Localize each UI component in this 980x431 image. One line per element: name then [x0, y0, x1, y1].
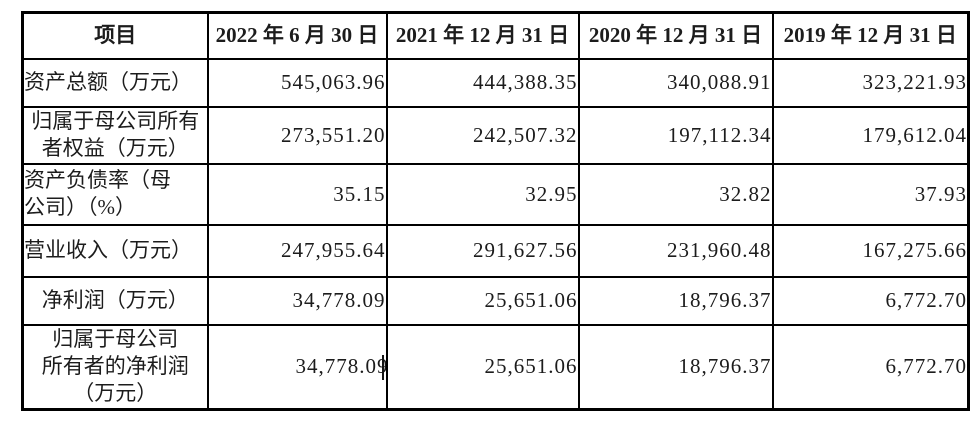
cell-value: 6,772.70 — [771, 275, 970, 326]
cell-value: 18,796.37 — [577, 323, 774, 411]
cell-value: 25,651.06 — [385, 323, 580, 411]
cell-value: 231,960.48 — [577, 223, 774, 278]
row-label: 净利润（万元） — [21, 275, 209, 326]
cell-value: 197,112.34 — [577, 105, 774, 165]
cell-value: 6,772.70 — [771, 323, 970, 411]
table-row-operating-revenue: 营业收入（万元） 247,955.64 291,627.56 231,960.4… — [21, 223, 970, 278]
cell-value: 37.93 — [771, 162, 970, 226]
cell-value: 35.15 — [206, 162, 388, 226]
column-header-period-2019: 2019 年 12 月 31 日 — [771, 11, 970, 60]
cell-value: 323,221.93 — [771, 57, 970, 108]
row-label: 归属于母公司所有 者权益（万元） — [21, 105, 209, 165]
cell-value: 340,088.91 — [577, 57, 774, 108]
cell-value: 291,627.56 — [385, 223, 580, 278]
table-row-parent-net-profit: 归属于母公司 所有者的净利润 （万元） 34,778.09 25,651.06 … — [21, 323, 970, 411]
table-row-total-assets: 资产总额（万元） 545,063.96 444,388.35 340,088.9… — [21, 57, 970, 108]
table-header-row: 项目 2022 年 6 月 30 日 2021 年 12 月 31 日 2020… — [21, 11, 970, 60]
cell-value: 32.82 — [577, 162, 774, 226]
cell-value: 273,551.20 — [206, 105, 388, 165]
table-row-net-profit: 净利润（万元） 34,778.09 25,651.06 18,796.37 6,… — [21, 275, 970, 326]
cell-value: 34,778.09 — [206, 275, 388, 326]
table-row-parent-equity: 归属于母公司所有 者权益（万元） 273,551.20 242,507.32 1… — [21, 105, 970, 165]
cell-value-text: 34,778.09 — [295, 354, 387, 379]
cell-value: 34,778.09 — [206, 323, 388, 411]
cell-value: 32.95 — [385, 162, 580, 226]
table-row-debt-ratio: 资产负债率（母 公司）（%） 35.15 32.95 32.82 37.93 — [21, 162, 970, 226]
financial-summary-table: 项目 2022 年 6 月 30 日 2021 年 12 月 31 日 2020… — [21, 11, 970, 411]
row-label: 归属于母公司 所有者的净利润 （万元） — [21, 323, 209, 411]
column-header-item: 项目 — [21, 11, 209, 60]
column-header-period-2021: 2021 年 12 月 31 日 — [385, 11, 580, 60]
column-header-period-2020: 2020 年 12 月 31 日 — [577, 11, 774, 60]
cell-value: 444,388.35 — [385, 57, 580, 108]
text-cursor — [381, 355, 384, 381]
cell-value: 242,507.32 — [385, 105, 580, 165]
column-header-period-2022: 2022 年 6 月 30 日 — [206, 11, 388, 60]
cell-value: 167,275.66 — [771, 223, 970, 278]
cell-value: 25,651.06 — [385, 275, 580, 326]
cell-value: 545,063.96 — [206, 57, 388, 108]
cell-value: 247,955.64 — [206, 223, 388, 278]
row-label: 营业收入（万元） — [21, 223, 209, 278]
cell-value: 179,612.04 — [771, 105, 970, 165]
row-label: 资产负债率（母 公司）（%） — [21, 162, 209, 226]
row-label: 资产总额（万元） — [21, 57, 209, 108]
cell-value: 18,796.37 — [577, 275, 774, 326]
